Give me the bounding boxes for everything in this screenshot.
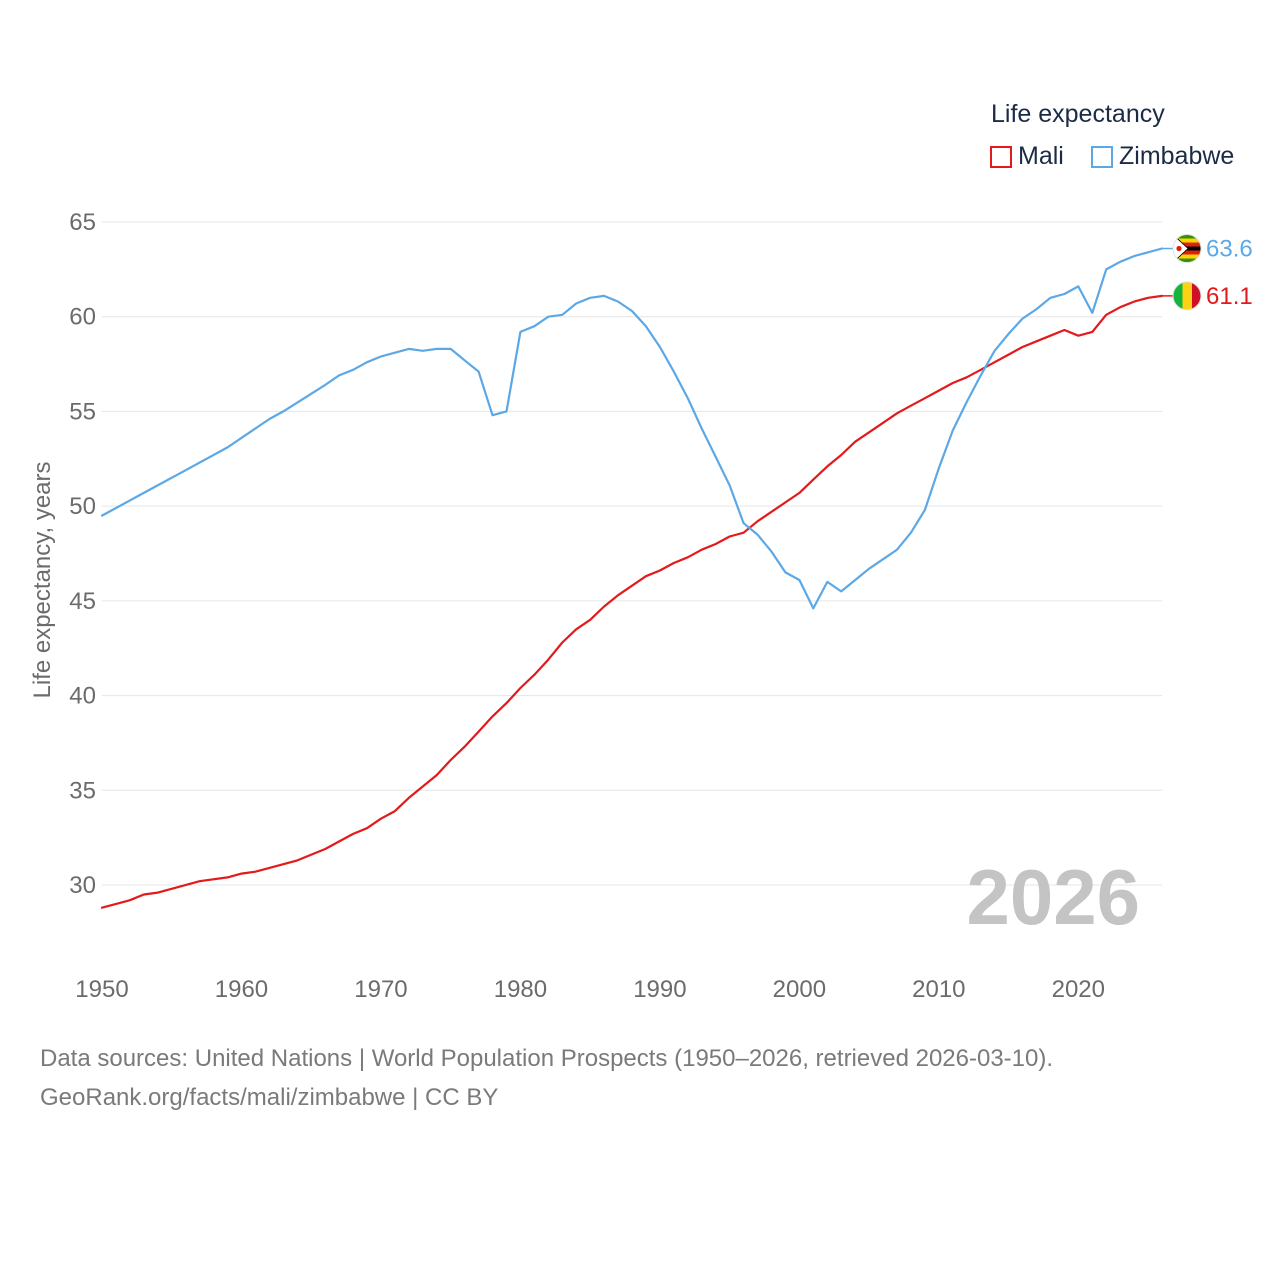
- legend-label-mali: Mali: [1018, 142, 1064, 171]
- end-label-zimbabwe: 63.6: [1206, 236, 1253, 263]
- y-tick-label: 35: [69, 777, 96, 804]
- legend-swatch-zimbabwe: [1091, 146, 1113, 168]
- x-tick-label: 1980: [494, 976, 547, 1003]
- legend-item-mali[interactable]: Mali: [990, 142, 1064, 171]
- x-tick-label: 1950: [75, 976, 128, 1003]
- legend-title: Life expectancy: [991, 100, 1165, 129]
- end-labels: 61.1 63.6: [1162, 235, 1253, 310]
- series-lines: [102, 249, 1162, 908]
- x-tick-label: 2020: [1052, 976, 1105, 1003]
- x-tick-label: 1990: [633, 976, 686, 1003]
- zimbabwe-flag-icon: [1173, 235, 1201, 263]
- series-line-mali[interactable]: [102, 296, 1162, 908]
- legend-swatch-mali: [990, 146, 1012, 168]
- y-tick-label: 40: [69, 683, 96, 710]
- legend-label-zimbabwe: Zimbabwe: [1119, 142, 1234, 171]
- footer-sources: Data sources: United Nations | World Pop…: [40, 1045, 1053, 1073]
- footer-credit[interactable]: GeoRank.org/facts/mali/zimbabwe | CC BY: [40, 1084, 498, 1112]
- y-tick-label: 60: [69, 304, 96, 331]
- y-tick-label: 30: [69, 872, 96, 899]
- y-axis-label: Life expectancy, years: [29, 461, 56, 698]
- end-label-mali: 61.1: [1206, 283, 1253, 310]
- x-tick-label: 2000: [773, 976, 826, 1003]
- gridlines: [102, 222, 1162, 885]
- mali-flag-icon: [1173, 282, 1202, 310]
- legend-item-zimbabwe[interactable]: Zimbabwe: [1091, 142, 1234, 171]
- y-axis-ticks: 30 35 40 45 50 55 60 65: [69, 209, 96, 899]
- x-tick-label: 2010: [912, 976, 965, 1003]
- y-tick-label: 55: [69, 398, 96, 425]
- y-tick-label: 45: [69, 588, 96, 615]
- y-tick-label: 50: [69, 493, 96, 520]
- x-tick-label: 1960: [215, 976, 268, 1003]
- y-tick-label: 65: [69, 209, 96, 236]
- year-watermark: 2026: [966, 852, 1140, 943]
- series-line-zimbabwe[interactable]: [102, 249, 1162, 609]
- x-tick-label: 1970: [354, 976, 407, 1003]
- x-axis-ticks: 1950 1960 1970 1980 1990 2000 2010 2020: [75, 976, 1105, 1003]
